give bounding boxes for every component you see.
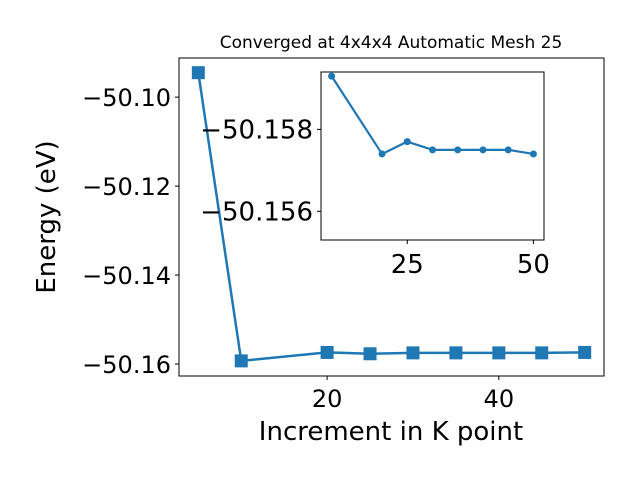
inset-x-tick-label: 50	[517, 250, 550, 280]
inset-data-point	[454, 146, 462, 154]
inset-plot-frame	[320, 71, 545, 241]
inset-data-point	[403, 138, 411, 146]
y-tick-label: −50.14	[82, 262, 171, 290]
y-tick-label: −50.12	[82, 173, 171, 201]
data-point	[535, 346, 549, 360]
y-axis-label: Energy (eV)	[32, 140, 62, 293]
inset-data-point	[504, 146, 512, 154]
inset-y-tick-label: −50.158	[200, 115, 313, 145]
inset-data-point	[529, 150, 537, 158]
data-point	[191, 66, 205, 80]
data-point	[234, 354, 248, 368]
inset-series-line	[330, 75, 534, 156]
x-axis-label: Increment in K point	[259, 417, 523, 447]
inset-data-point	[429, 146, 436, 154]
x-tick-label: 40	[484, 385, 515, 413]
inset-data-point	[328, 72, 336, 80]
data-point	[406, 346, 420, 360]
chart-title: Converged at 4x4x4 Automatic Mesh 25	[220, 33, 563, 53]
data-point	[492, 346, 506, 360]
y-tick-label: −50.10	[82, 84, 171, 112]
data-point	[363, 347, 377, 361]
inset-plot: 25 50 −50.158 −50.156	[200, 71, 550, 280]
inset-data-point	[479, 146, 487, 154]
y-tick-label: −50.16	[82, 351, 171, 379]
x-tick-label: 20	[312, 385, 343, 413]
inset-y-tick-label: −50.156	[200, 197, 313, 227]
data-point	[449, 346, 463, 360]
inset-data-point	[378, 150, 386, 158]
data-point	[320, 345, 334, 359]
inset-x-tick-label: 25	[391, 250, 424, 280]
data-point	[578, 345, 592, 359]
